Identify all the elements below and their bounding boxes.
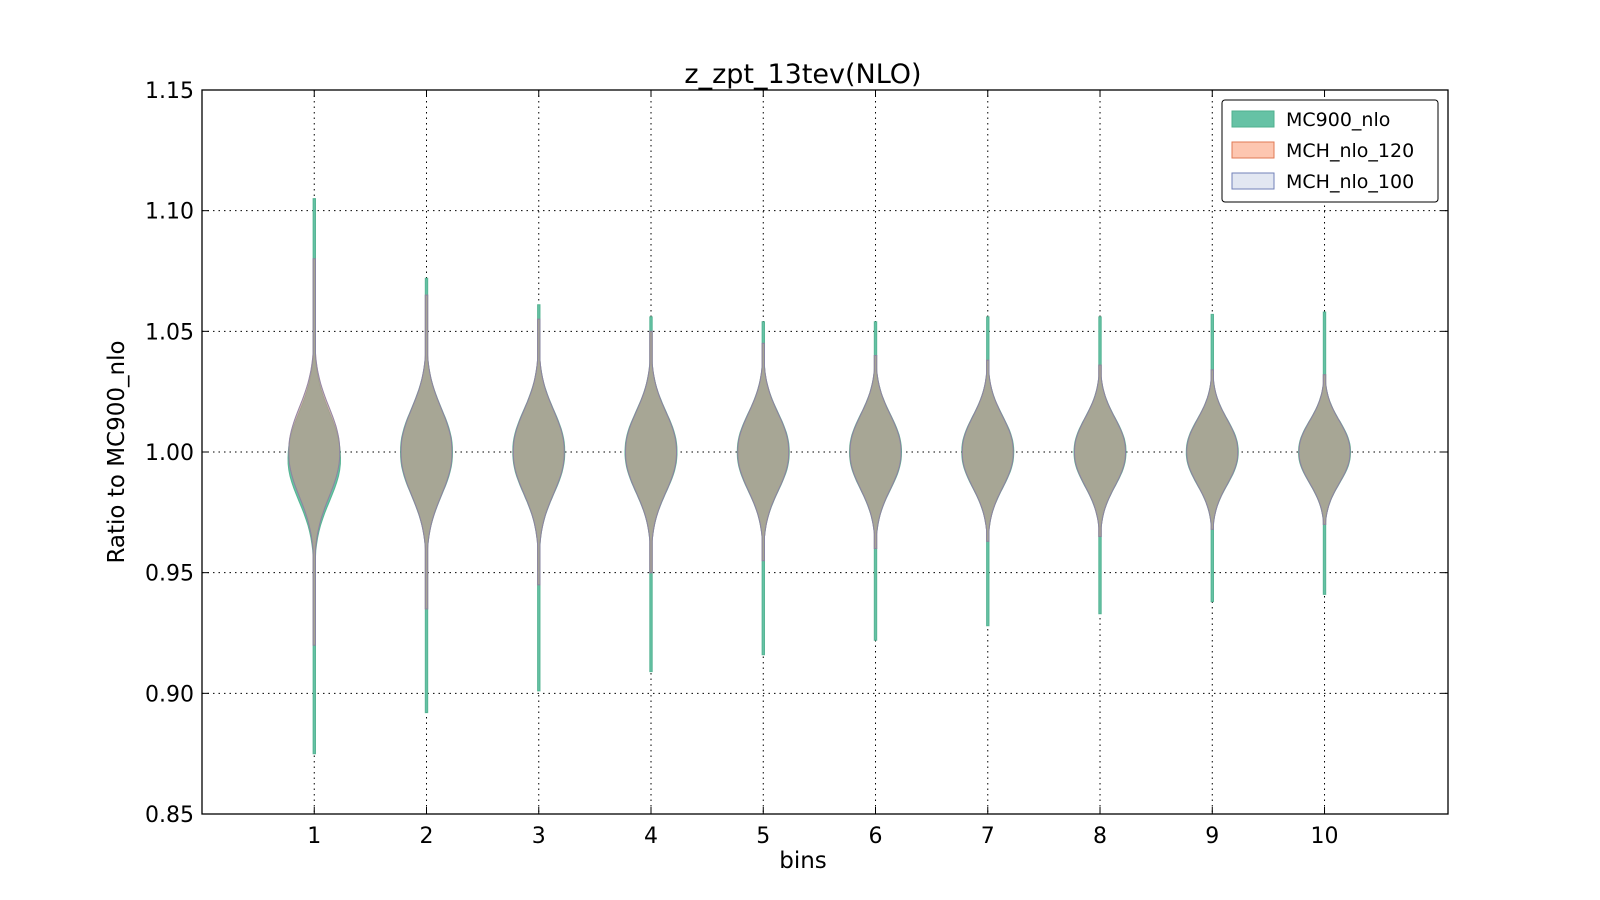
legend-label: MC900_nlo — [1286, 109, 1390, 131]
legend-box — [1221, 99, 1439, 203]
chart-title: z_zpt_13tev(NLO) — [684, 59, 921, 90]
x-tick-label: 10 — [1311, 824, 1339, 849]
violin-MCH_nlo_100-bin-5 — [737, 342, 790, 562]
y-axis-label: Ratio to MC900_nlo — [104, 340, 130, 563]
violin-MCH_nlo_100-bin-1 — [288, 258, 341, 646]
violin-MCH_nlo_100-bin-10 — [1298, 374, 1351, 525]
x-tick-label: 9 — [1205, 824, 1219, 849]
x-tick-label: 8 — [1093, 824, 1107, 849]
y-tick-label: 0.95 — [145, 562, 194, 587]
x-tick-label: 3 — [532, 824, 546, 849]
x-axis: 1 2 3 4 5 6 7 8 9 10 — [307, 90, 1339, 849]
y-tick-label: 1.05 — [145, 320, 194, 345]
legend: MC900_nlo MCH_nlo_120 MCH_nlo_100 — [1221, 99, 1439, 203]
violin-MCH_nlo_100-bin-7 — [961, 359, 1014, 542]
y-axis: 0.85 0.90 0.95 1.00 1.05 1.10 1.15 — [145, 79, 1448, 828]
violin-MCH_nlo_100-bin-8 — [1074, 364, 1126, 537]
violin-MCH_nlo_100-bin-4 — [624, 330, 677, 574]
y-tick-label: 1.15 — [145, 79, 194, 104]
x-tick-label: 1 — [307, 824, 321, 849]
legend-label: MCH_nlo_100 — [1286, 171, 1414, 193]
y-tick-label: 1.10 — [145, 200, 194, 225]
x-tick-label: 7 — [981, 824, 995, 849]
legend-swatch — [1231, 172, 1275, 190]
x-tick-label: 6 — [869, 824, 883, 849]
violin-MCH_nlo_100-bin-2 — [400, 294, 453, 610]
y-tick-label: 0.85 — [145, 803, 194, 828]
y-tick-label: 1.00 — [145, 441, 194, 466]
violin-MCH_nlo_100-bin-9 — [1186, 369, 1239, 530]
legend-label: MCH_nlo_120 — [1286, 140, 1414, 162]
x-tick-label: 5 — [756, 824, 770, 849]
x-tick-label: 2 — [420, 824, 434, 849]
x-axis-label: bins — [779, 848, 827, 874]
x-tick-label: 4 — [644, 824, 658, 849]
legend-swatch — [1231, 110, 1275, 128]
y-tick-label: 0.90 — [145, 682, 194, 707]
violin-MCH_nlo_100-bin-3 — [512, 318, 565, 586]
violin-MCH_nlo_100-bin-6 — [849, 355, 902, 549]
violins — [287, 198, 1351, 755]
legend-swatch — [1231, 141, 1275, 159]
